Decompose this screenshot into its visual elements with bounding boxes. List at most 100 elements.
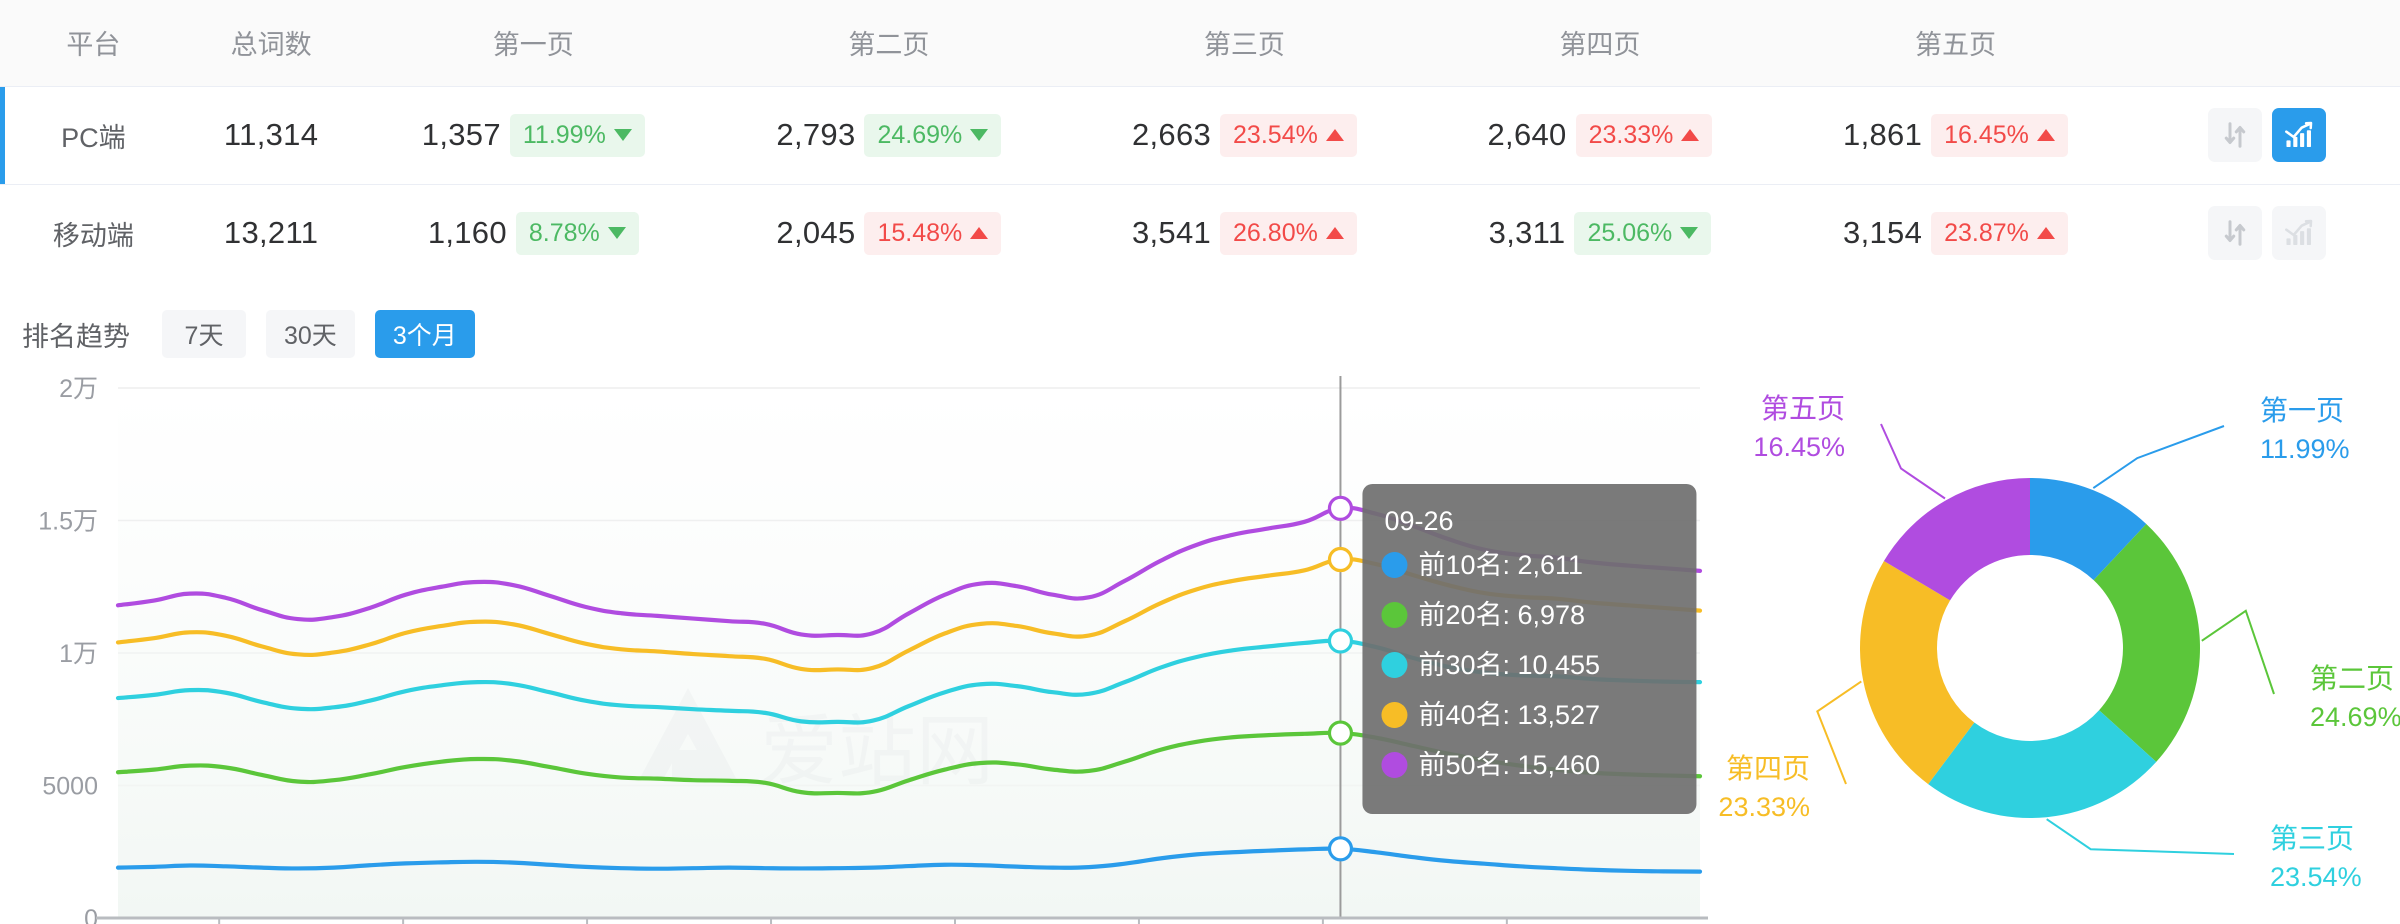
page-4-count: 2,640 [1487, 117, 1567, 152]
page-3-count: 3,541 [1131, 215, 1212, 251]
cell-platform: PC端 [0, 86, 187, 184]
page-2-count: 2,045 [776, 215, 856, 251]
page-3-change-value: 23.54% [1233, 120, 1318, 149]
cell-page-3: 3,541 26.80% [1066, 183, 1423, 282]
chart-crosshair [1327, 376, 1354, 918]
table-body: PC端 11,314 1,357 11.99% [0, 86, 2400, 282]
cell-page-1: 1,357 11.99% [356, 86, 712, 184]
caret-up-icon [2036, 129, 2055, 141]
column-header-page-4: 第四页 [1422, 0, 1778, 87]
cell-page-5: 3,154 23.87% [1777, 183, 2134, 282]
period-button-3m[interactable]: 3个月 [374, 310, 475, 358]
donut-value-第五页: 16.45% [1753, 432, 1845, 462]
donut-value-第四页: 23.33% [1718, 792, 1810, 822]
page-4-count: 3,311 [1488, 215, 1566, 251]
page-5-count: 1,861 [1843, 117, 1923, 152]
table-header: 平台 总词数 第一页 第二页 第三页 第四页 第五页 [0, 0, 2400, 87]
series-marker-前40名 [1327, 546, 1354, 573]
donut-value-第一页: 11.99% [2260, 434, 2350, 464]
cell-page-2: 2,793 24.69% [711, 86, 1067, 184]
series-marker-前20名 [1327, 720, 1354, 746]
cell-platform: 移动端 [0, 183, 187, 282]
svg-text:5000: 5000 [42, 773, 98, 801]
donut-slice-第三页 [1928, 710, 2157, 818]
caret-up-icon [2036, 227, 2055, 240]
chart-y-axis-labels: 0 5000 1万 1.5万 2万 [38, 375, 98, 924]
page-1-change-badge: 8.78% [515, 211, 639, 255]
cell-page-4: 2,640 23.33% [1422, 86, 1778, 184]
page-1-change-badge: 11.99% [509, 113, 645, 157]
column-header-actions [2133, 0, 2400, 87]
page-5-change-badge: 23.87% [1931, 211, 2068, 255]
period-button-30d[interactable]: 30天 [266, 310, 355, 358]
svg-text:前20名: 6,978: 前20名: 6,978 [1418, 600, 1585, 630]
donut-labels: 第一页 11.99% 第二页 24.69% 第三页 23.54% 第四页 23.33% 第五页 1… [1718, 393, 2400, 892]
cell-total: 13,211 [186, 183, 356, 282]
svg-text:前30名: 10,455: 前30名: 10,455 [1418, 650, 1600, 680]
page-5-change-badge: 16.45% [1931, 113, 2068, 157]
trend-chart-icon[interactable] [2271, 108, 2326, 162]
column-header-platform: 平台 [0, 0, 187, 87]
svg-text:前10名: 2,611: 前10名: 2,611 [1418, 550, 1583, 580]
cell-page-2: 2,045 15.48% [711, 183, 1067, 282]
page-4-change-value: 23.33% [1588, 120, 1674, 149]
total-keywords-value: 13,211 [223, 215, 319, 251]
platform-label: 移动端 [52, 220, 134, 251]
page-2-count: 2,793 [776, 117, 856, 152]
cell-total: 11,314 [187, 86, 356, 184]
svg-text:前40名: 13,527: 前40名: 13,527 [1418, 700, 1600, 730]
donut-label-第一页: 第一页 [2260, 395, 2344, 426]
donut-slice-第二页 [2093, 524, 2200, 762]
page-4-change-badge: 23.33% [1575, 113, 1713, 157]
platform-label: PC端 [61, 122, 126, 153]
column-header-page-5: 第五页 [1777, 0, 2134, 87]
caret-up-icon [1325, 129, 1344, 141]
table-row[interactable]: 移动端 13,211 1,160 8.78% [0, 183, 2400, 282]
svg-text:0: 0 [84, 905, 98, 924]
donut-label-第四页: 第四页 [1726, 753, 1810, 784]
page-2-change-value: 24.69% [877, 120, 963, 149]
caret-up-icon [970, 227, 989, 240]
cell-page-4: 3,311 25.06% [1422, 183, 1778, 282]
page-1-count: 1,357 [421, 117, 501, 152]
period-button-7d[interactable]: 7天 [162, 310, 246, 358]
series-line-前10名 [115, 846, 1703, 874]
caret-up-icon [1325, 227, 1344, 240]
table-row[interactable]: PC端 11,314 1,357 11.99% [0, 86, 2400, 184]
caret-down-icon [1680, 227, 1699, 240]
caret-down-icon [970, 129, 989, 141]
page-5-change-value: 16.45% [1944, 120, 2029, 149]
trend-section-title: 排名趋势 [22, 321, 130, 352]
caret-down-icon [613, 129, 632, 141]
page-2-change-badge: 15.48% [864, 211, 1002, 255]
donut-label-第二页: 第二页 [2310, 663, 2394, 694]
sort-arrows-icon[interactable] [2207, 206, 2262, 261]
column-header-page-2: 第二页 [711, 0, 1067, 87]
chart-tooltip: 09-26 前10名: 2,611 前20名: 6,978 前30名: 10,455 前… [1362, 484, 1697, 814]
page-3-change-badge: 26.80% [1220, 211, 1357, 255]
page-5-change-value: 23.87% [1944, 218, 2029, 247]
total-keywords-value: 11,314 [223, 117, 319, 152]
page-3-count: 2,663 [1131, 117, 1212, 152]
page-distribution-donut-chart[interactable]: 第一页 11.99% 第二页 24.69% 第三页 23.54% 第四页 23.33% 第五页 1… [1700, 358, 2400, 924]
svg-text:2万: 2万 [59, 375, 98, 403]
svg-text:09-26: 09-26 [1384, 506, 1453, 536]
page-4-change-value: 25.06% [1587, 218, 1673, 247]
page-1-change-value: 8.78% [528, 218, 600, 247]
donut-value-第三页: 23.54% [2270, 862, 2362, 892]
caret-down-icon [607, 227, 626, 240]
trend-chart-icon[interactable] [2271, 206, 2326, 261]
donut-slice-第五页 [1883, 478, 2030, 601]
column-header-page-1: 第一页 [355, 0, 712, 87]
column-header-total: 总词数 [186, 0, 356, 87]
page-2-change-value: 15.48% [877, 218, 963, 247]
sort-arrows-icon[interactable] [2207, 108, 2262, 162]
chart-x-axis: 07-3108-1008-2008-3009-0909-1909-2910-09 [96, 916, 1708, 924]
page-2-change-badge: 24.69% [864, 113, 1002, 157]
page-5-count: 3,154 [1843, 215, 1923, 251]
platform-ranking-table: 平台 总词数 第一页 第二页 第三页 第四页 第五页 PC端 11,314 [0, 0, 2400, 282]
donut-value-第二页: 24.69% [2310, 702, 2400, 732]
